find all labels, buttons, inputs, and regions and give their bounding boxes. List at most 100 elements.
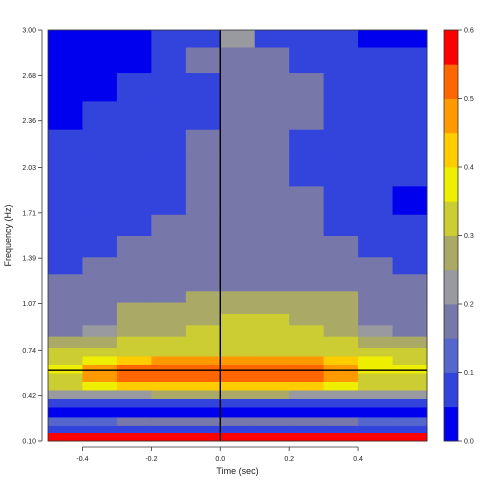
heatmap-cell	[116, 398, 152, 408]
x-tick-label: 0.2	[284, 456, 294, 463]
heatmap-cell	[185, 72, 221, 102]
heatmap-cell	[185, 324, 221, 337]
heatmap-cell	[323, 100, 359, 130]
heatmap-cell	[392, 129, 428, 159]
heatmap-cell	[254, 432, 290, 442]
heatmap-cell	[82, 214, 118, 236]
heatmap-cell	[48, 324, 83, 337]
heatmap-cell	[48, 256, 83, 275]
heatmap-cell	[254, 157, 290, 187]
x-tick-label: 0.4	[353, 456, 363, 463]
plot-frame	[47, 29, 428, 442]
heatmap-cell	[358, 100, 394, 130]
heatmap-cell	[392, 185, 428, 215]
colorbar-swatch	[444, 167, 458, 202]
heatmap-cell	[185, 425, 221, 433]
heatmap-cell	[392, 406, 428, 418]
colorbar-tick-label: 0.3	[464, 233, 474, 240]
heatmap-cell	[116, 302, 152, 314]
heatmap-cell	[185, 273, 221, 292]
heatmap-cell	[116, 290, 152, 303]
heatmap-cell	[254, 398, 290, 408]
heatmap-cell	[392, 100, 428, 130]
y-tick-label: 2.68	[22, 73, 36, 80]
heatmap-cell	[358, 30, 394, 48]
heatmap-cell	[48, 389, 83, 399]
heatmap-cell	[116, 364, 152, 374]
heatmap-cell	[358, 406, 394, 418]
heatmap-cell	[151, 425, 187, 433]
heatmap-cell	[151, 336, 187, 348]
heatmap-cell	[392, 72, 428, 102]
heatmap-cell	[48, 235, 83, 258]
heatmap-cell	[48, 432, 83, 442]
heatmap-cell	[254, 389, 290, 399]
heatmap-cell	[392, 347, 428, 357]
heatmap-cell	[323, 235, 359, 258]
heatmap-cell	[185, 389, 221, 399]
heatmap-cell	[392, 235, 428, 258]
y-tick-label: 1.07	[22, 301, 36, 308]
heatmap-cell	[323, 381, 359, 391]
heatmap-cell	[82, 100, 118, 130]
heatmap-cell	[116, 157, 152, 187]
heatmap-cell	[48, 157, 83, 187]
heatmap-cell	[185, 347, 221, 357]
heatmap-cell	[220, 129, 256, 159]
heatmap-cell	[254, 324, 290, 337]
heatmap-cell	[82, 72, 118, 102]
heatmap-cell	[254, 30, 290, 48]
heatmap-cell	[358, 185, 394, 215]
colorbar-swatch	[444, 304, 458, 339]
heatmap-cell	[151, 324, 187, 337]
heatmap-cell	[82, 256, 118, 275]
colorbar-swatch	[444, 235, 458, 271]
heatmap-cell	[358, 425, 394, 433]
heatmap-cell	[289, 256, 325, 275]
y-tick-label: 2.03	[22, 165, 36, 172]
heatmap-cell	[220, 324, 256, 337]
heatmap-cell	[392, 416, 428, 426]
heatmap-cell	[116, 347, 152, 357]
heatmap-cell	[254, 290, 290, 303]
colorbar-swatch	[444, 269, 458, 305]
heatmap-cell	[82, 129, 118, 159]
heatmap-cell	[82, 302, 118, 314]
y-tick-label: 0.74	[22, 348, 36, 355]
heatmap-cell	[323, 389, 359, 399]
heatmap-cell	[254, 273, 290, 292]
heatmap-cell	[392, 355, 428, 365]
heatmap-cell	[289, 214, 325, 236]
heatmap-cell	[392, 324, 428, 337]
x-axis: -0.4 -0.2 0.0 0.2 0.4	[76, 446, 363, 463]
heatmap-cell	[116, 313, 152, 326]
heatmap-cell	[48, 406, 83, 418]
colorbar-swatch	[444, 406, 458, 442]
heatmap-cell	[289, 355, 325, 365]
heatmap-cell	[82, 406, 118, 418]
heatmap-cell	[358, 313, 394, 326]
heatmap-cell	[323, 416, 359, 426]
heatmap-cell	[358, 324, 394, 337]
heatmap-cell	[323, 214, 359, 236]
heatmap-cell	[48, 355, 83, 365]
heatmap-cell	[48, 381, 83, 391]
colorbar-tick-label: 0.2	[464, 302, 474, 309]
heatmap-cell	[289, 406, 325, 418]
heatmap-cell	[48, 129, 83, 159]
heatmap-cell	[151, 313, 187, 326]
heatmap-cell	[254, 355, 290, 365]
y-tick-label: 0.10	[22, 439, 36, 446]
heatmap-cell	[151, 273, 187, 292]
heatmap-cell	[392, 302, 428, 314]
heatmap-cell	[116, 324, 152, 337]
heatmap-cell	[289, 389, 325, 399]
heatmap-cell	[48, 336, 83, 348]
heatmap-cell	[116, 72, 152, 102]
heatmap-cell	[254, 256, 290, 275]
heatmap-cell	[220, 313, 256, 326]
colorbar-swatch	[444, 372, 458, 408]
heatmap-cell	[323, 47, 359, 74]
heatmap-cell	[392, 372, 428, 382]
heatmap-cell	[289, 30, 325, 48]
